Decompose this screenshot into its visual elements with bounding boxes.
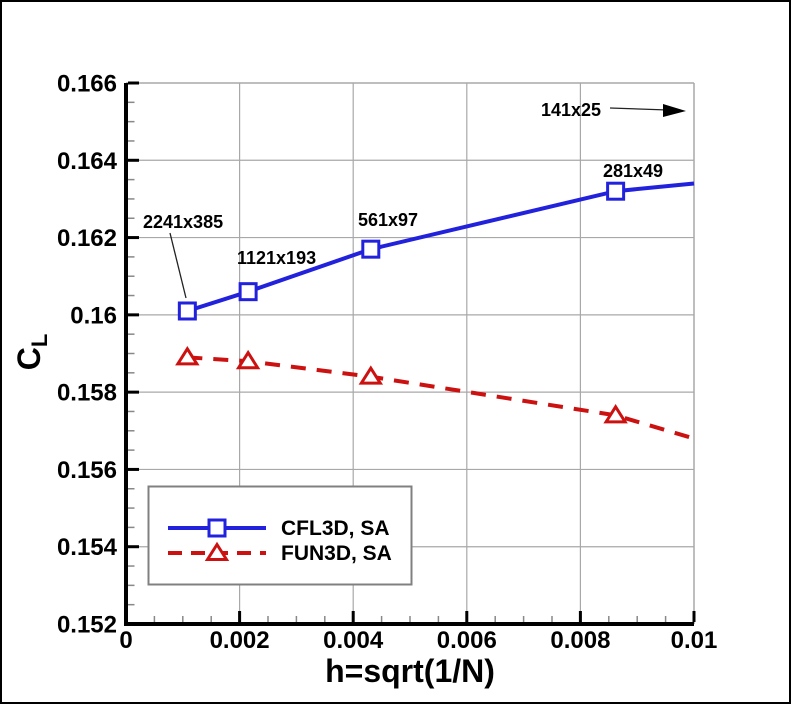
x-axis-title: h=sqrt(1/N) (325, 653, 495, 689)
y-tick-label: 0.152 (57, 612, 117, 639)
x-tick-label: 0.008 (550, 627, 610, 654)
legend-marker-square (207, 518, 227, 538)
y-tick-label: 0.154 (57, 534, 118, 561)
data-point-triangle (175, 346, 200, 366)
x-tick-label: 0.01 (671, 627, 718, 654)
grid-annotation: 1121x193 (237, 248, 316, 268)
y-tick-label: 0.158 (57, 380, 117, 407)
grid-annotation: 281x49 (603, 161, 663, 181)
legend-box (147, 485, 413, 586)
x-tick-label: 0.006 (437, 627, 497, 654)
annotation-arrow-line (609, 107, 669, 111)
legend-label-fun3d: FUN3D, SA (281, 542, 392, 565)
grid-annotation: 141x25 (541, 100, 601, 120)
plot-layer-under (124, 81, 696, 626)
data-point-square (177, 301, 197, 321)
legend-label-cfl3d: CFL3D, SA (281, 517, 390, 540)
data-point-square (606, 181, 626, 201)
plot-layer-over: 0 0.002 0.004 0.006 0.008 0.01 0.152 0.154 0.156… (57, 71, 717, 655)
y-axis-title-sub: L (27, 334, 52, 347)
data-point-triangle (235, 349, 261, 370)
y-tick-label: 0.164 (57, 148, 118, 175)
y-tick-label: 0.156 (57, 457, 117, 484)
x-tick-label: 0.002 (210, 627, 270, 654)
grid-annotation: 561x97 (358, 210, 418, 230)
y-tick-label: 0.16 (70, 302, 117, 329)
y-tick-label: 0.166 (57, 71, 117, 98)
data-point-square (361, 239, 381, 259)
legend-marker-triangle (204, 541, 230, 561)
data-point-triangle (603, 404, 628, 424)
y-tick-label: 0.162 (57, 225, 117, 252)
data-point-triangle (358, 365, 384, 385)
grid-annotation: 2241x385 (143, 212, 223, 232)
y-axis-title-main: C (11, 347, 47, 370)
x-tick-label: 0 (119, 627, 132, 654)
annotation-arrowhead (663, 104, 686, 117)
series-line-fun3d (187, 355, 695, 441)
annotation-leader-line (169, 232, 187, 299)
x-tick-label: 0.004 (323, 627, 384, 654)
y-axis-title: CL (11, 334, 52, 371)
data-point-square (238, 282, 258, 302)
